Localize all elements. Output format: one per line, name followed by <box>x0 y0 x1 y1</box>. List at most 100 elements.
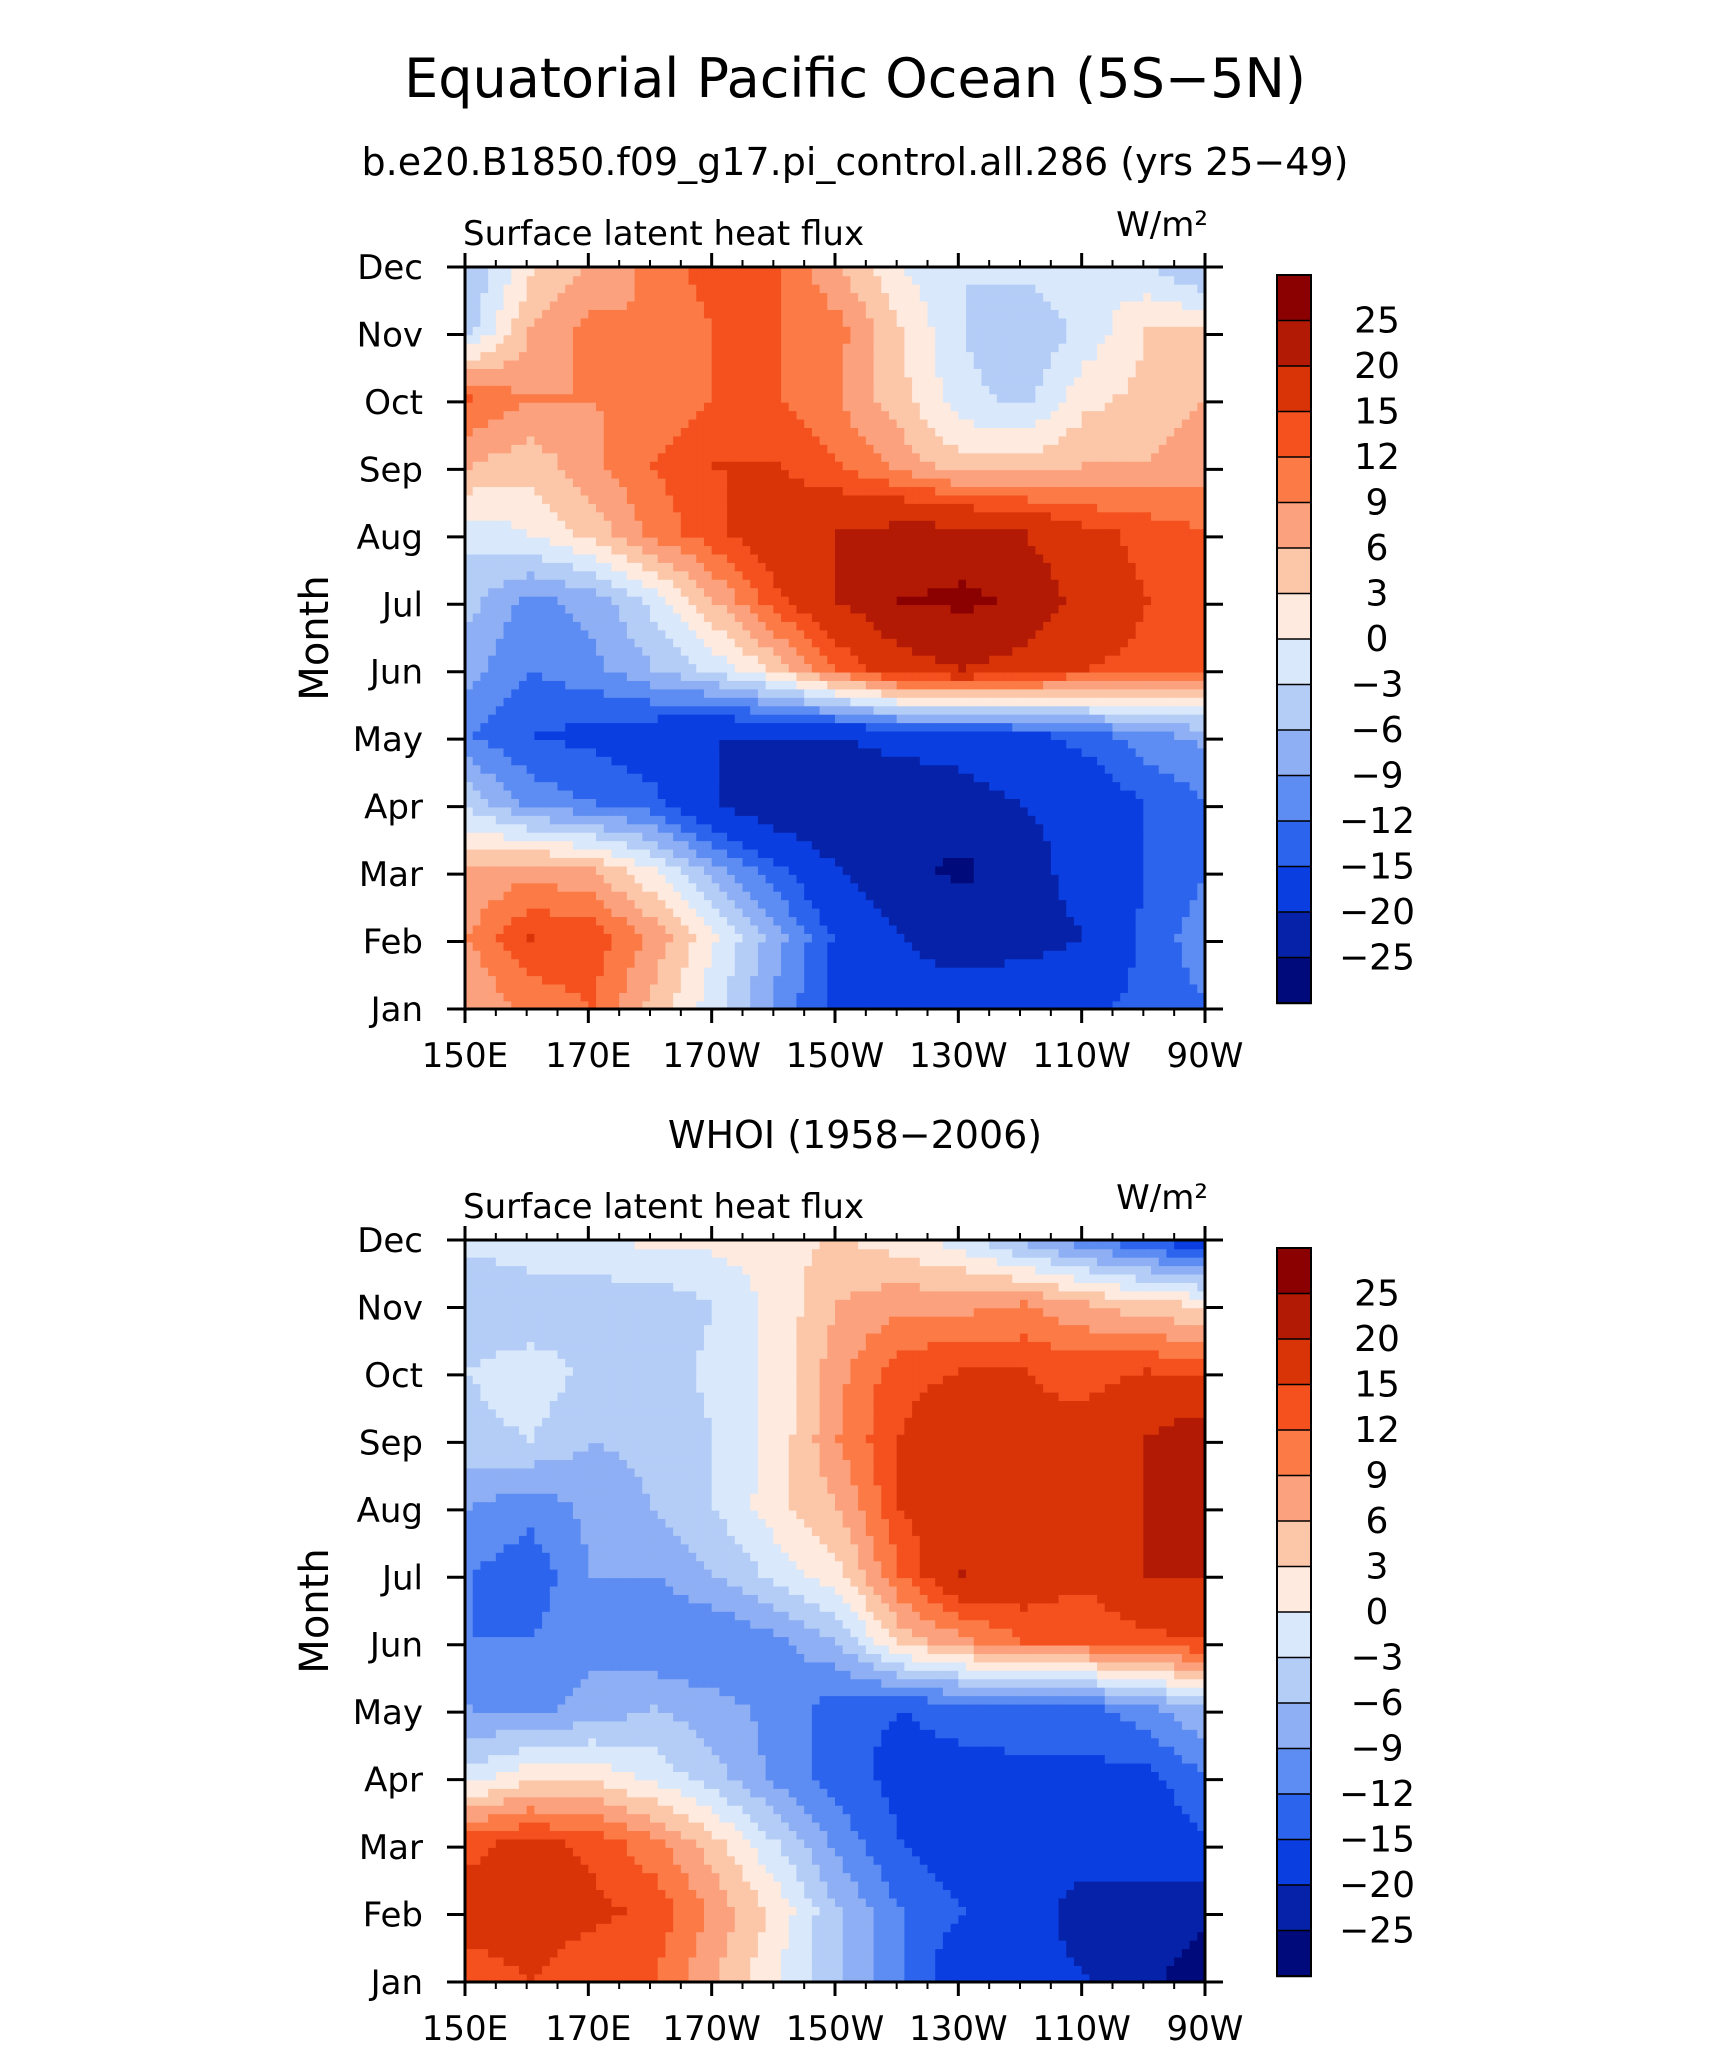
heatmap-cell <box>1043 747 1052 757</box>
heatmap-cell <box>565 587 574 597</box>
heatmap-cell <box>680 629 690 639</box>
heatmap-cell <box>472 941 482 951</box>
heatmap-cell <box>1066 798 1075 808</box>
heatmap-cell <box>603 663 613 673</box>
heatmap-cell <box>750 798 759 808</box>
heatmap-cell <box>827 992 836 1002</box>
heatmap-cell <box>865 1000 875 1009</box>
heatmap-cell <box>896 789 906 799</box>
heatmap-cell <box>1174 924 1183 934</box>
heatmap-cell <box>1135 764 1145 774</box>
heatmap-cell <box>757 924 767 934</box>
heatmap-cell <box>673 697 682 707</box>
heatmap-cell <box>888 975 898 985</box>
heatmap-cell <box>503 629 513 639</box>
heatmap-cell <box>557 933 567 943</box>
heatmap-cell <box>904 798 913 808</box>
heatmap-cell <box>734 865 744 875</box>
heatmap-cell <box>588 840 597 850</box>
heatmap-cell <box>703 949 713 960</box>
heatmap-cell <box>742 840 752 850</box>
heatmap-cell <box>1035 848 1044 859</box>
heatmap-cell <box>1189 713 1199 724</box>
heatmap-cell <box>665 654 674 665</box>
heatmap-cell <box>896 924 906 934</box>
heatmap-cell <box>1197 874 1205 884</box>
heatmap-cell <box>1120 848 1129 859</box>
heatmap-cell <box>742 612 752 622</box>
heatmap-cell <box>596 595 605 606</box>
heatmap-cell <box>611 621 620 631</box>
heatmap-cell <box>626 654 636 665</box>
heatmap-cell <box>989 941 998 951</box>
heatmap-cell <box>1197 772 1205 783</box>
heatmap-cell <box>557 663 567 673</box>
heatmap-cell <box>950 857 960 867</box>
heatmap-cell <box>1035 764 1044 774</box>
heatmap-cell <box>1174 907 1183 918</box>
heatmap-cell <box>542 671 551 681</box>
heatmap-cell <box>657 697 667 707</box>
heatmap-cell <box>781 713 790 724</box>
heatmap-cell <box>765 654 775 665</box>
heatmap-cell <box>781 705 790 715</box>
heatmap-cell <box>626 705 636 715</box>
heatmap-cell <box>719 882 728 892</box>
heatmap-cell <box>565 781 574 791</box>
heatmap-cell <box>642 587 651 597</box>
heatmap-cell <box>773 739 782 749</box>
heatmap-cell <box>665 739 674 749</box>
heatmap-cell <box>680 764 690 774</box>
heatmap-cell <box>472 857 482 867</box>
heatmap-cell <box>1112 865 1122 875</box>
heatmap-cell <box>727 848 736 859</box>
heatmap-cell <box>642 730 651 740</box>
heatmap-cell <box>657 638 667 648</box>
heatmap-cell <box>1097 890 1106 901</box>
heatmap-cell <box>1035 654 1044 665</box>
heatmap-cell <box>727 621 736 631</box>
heatmap-cell <box>534 713 543 724</box>
heatmap-cell <box>673 654 682 665</box>
heatmap-cell <box>1035 1000 1044 1009</box>
heatmap-cell <box>1181 882 1191 892</box>
heatmap-cell <box>680 705 690 715</box>
heatmap-cell <box>850 764 859 774</box>
heatmap-cell <box>680 781 690 791</box>
heatmap-cell <box>1197 629 1205 639</box>
heatmap-cell <box>935 983 944 993</box>
heatmap-cell <box>1112 1000 1122 1009</box>
heatmap-cell <box>788 587 798 597</box>
heatmap-cell <box>912 705 921 715</box>
heatmap-cell <box>1189 612 1199 622</box>
heatmap-cell <box>557 587 567 597</box>
heatmap-cell <box>1073 663 1083 673</box>
heatmap-cell <box>1174 831 1183 842</box>
heatmap-cell <box>526 604 536 614</box>
heatmap-cell <box>511 815 520 825</box>
heatmap-cell <box>1120 798 1129 808</box>
heatmap-cell <box>1012 629 1021 639</box>
heatmap-cell <box>549 975 559 985</box>
heatmap-cell <box>603 798 613 808</box>
heatmap-cell <box>703 874 713 884</box>
heatmap-cell <box>1066 933 1075 943</box>
heatmap-cell <box>1027 857 1037 867</box>
heatmap-cell <box>642 958 651 968</box>
heatmap-cell <box>503 756 513 766</box>
heatmap-cell <box>1066 966 1075 977</box>
heatmap-cell <box>1035 983 1044 993</box>
heatmap-cell <box>881 882 890 892</box>
heatmap-cell <box>973 975 983 985</box>
heatmap-cell <box>981 958 990 968</box>
heatmap-cell <box>1174 654 1183 665</box>
heatmap-cell <box>888 941 898 951</box>
heatmap-cell <box>1020 924 1029 934</box>
heatmap-cell <box>788 604 798 614</box>
heatmap-cell <box>542 730 551 740</box>
heatmap-cell <box>488 924 497 934</box>
heatmap-cell <box>557 747 567 757</box>
heatmap-cell <box>804 857 813 867</box>
heatmap-cell <box>757 604 767 614</box>
heatmap-cell <box>688 663 698 673</box>
